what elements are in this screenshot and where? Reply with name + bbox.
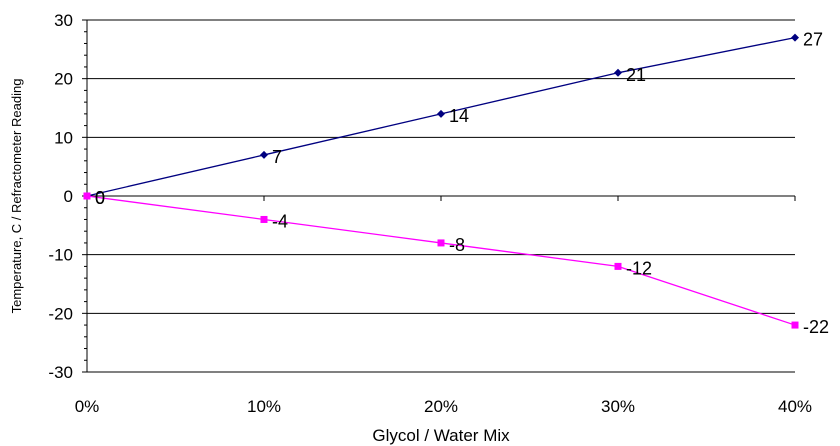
data-label: 27: [803, 30, 823, 50]
data-point: [614, 68, 622, 77]
data-label: 14: [449, 106, 469, 126]
x-axis-ticks: 0% 10% 20% 30% 40%: [75, 196, 812, 416]
data-point: [260, 150, 268, 159]
y-tick-label: 30: [54, 11, 73, 30]
data-label: -4: [272, 211, 288, 231]
y-tick-label: -10: [48, 246, 73, 265]
x-axis-title: Glycol / Water Mix: [372, 426, 510, 445]
x-tick-label: 40%: [778, 397, 812, 416]
x-tick-label: 30%: [601, 397, 635, 416]
data-point: [791, 321, 799, 329]
data-label: -8: [449, 235, 465, 255]
data-label: -22: [803, 317, 829, 337]
data-label: 7: [272, 147, 282, 167]
series-line: [86, 195, 796, 326]
data-point: [614, 262, 622, 270]
data-point: [83, 192, 91, 200]
x-tick-label: 10%: [247, 397, 281, 416]
series-2: 0 -4 -8 -12 -22: [83, 188, 829, 337]
y-tick-label: -30: [48, 363, 73, 382]
y-axis-title: Temperature, C / Refractometer Reading: [9, 79, 24, 314]
y-tick-label: -20: [48, 304, 73, 323]
data-label: 0: [95, 188, 105, 208]
data-label: 21: [626, 65, 646, 85]
data-point: [437, 109, 445, 118]
data-label: -12: [626, 258, 652, 278]
data-point: [437, 239, 445, 247]
y-tick-label: 20: [54, 70, 73, 89]
x-tick-label: 20%: [424, 397, 458, 416]
series-1: 0 7 14 21 27: [83, 30, 823, 208]
y-tick-label: 10: [54, 128, 73, 147]
x-tick-label: 0%: [75, 397, 100, 416]
gridlines: [87, 19, 795, 373]
y-tick-label: 0: [64, 187, 73, 206]
y-axis-ticks: -30 -20 -10 0 10 20 30: [48, 11, 87, 382]
data-point: [260, 215, 268, 223]
data-point: [791, 33, 799, 42]
